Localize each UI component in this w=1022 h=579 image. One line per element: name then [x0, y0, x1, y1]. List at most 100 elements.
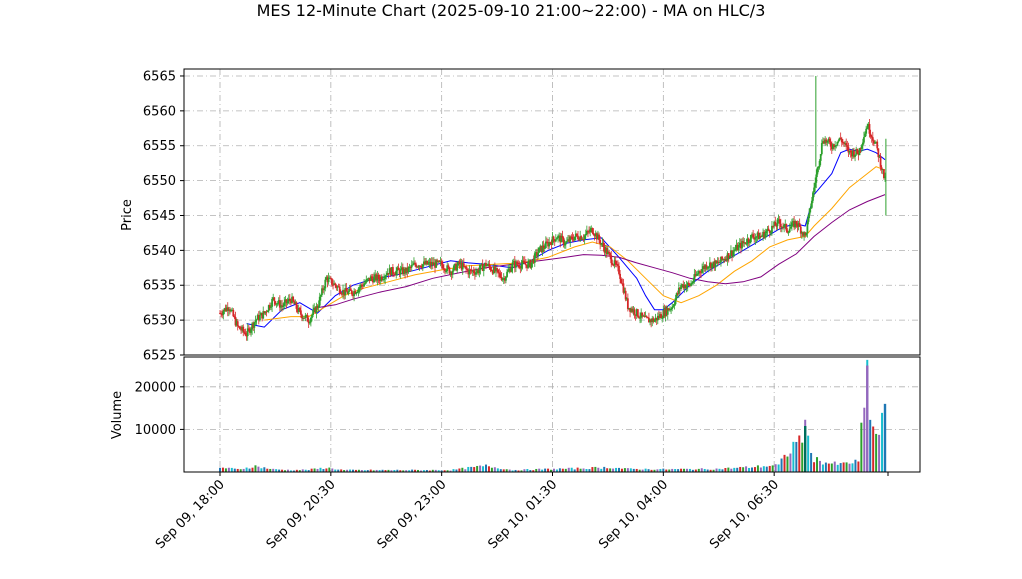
- candle-body: [658, 315, 660, 318]
- candle-body: [656, 315, 659, 321]
- candle-body: [496, 268, 498, 270]
- volume-bar: [691, 469, 694, 472]
- volume-bar: [677, 469, 680, 472]
- candle-body: [479, 265, 482, 270]
- volume-bar: [343, 470, 346, 472]
- candle-body: [482, 266, 485, 271]
- volume-bar: [783, 454, 786, 472]
- candle-body: [815, 174, 818, 183]
- volume-bar: [745, 466, 748, 472]
- volume-bar: [771, 465, 774, 472]
- volume-bar: [381, 469, 384, 472]
- candle-body: [634, 314, 637, 316]
- volume-bar: [839, 463, 842, 472]
- candle-body: [753, 237, 756, 240]
- candle-body: [460, 262, 463, 270]
- candle-body: [724, 258, 727, 261]
- candle-body: [645, 316, 648, 318]
- volume-bar: [836, 464, 839, 472]
- volume-bar: [266, 468, 269, 472]
- candle-body: [759, 236, 762, 238]
- volume-bar: [502, 469, 505, 472]
- candle-body: [417, 266, 420, 268]
- candle-body: [271, 298, 273, 307]
- candle-body: [415, 264, 418, 268]
- candle-body: [220, 313, 223, 315]
- candle-body: [755, 236, 758, 238]
- candle-body: [840, 138, 843, 143]
- volume-bar: [511, 470, 514, 472]
- candle-body: [350, 290, 353, 295]
- candle-body: [467, 269, 470, 275]
- candle-body: [736, 244, 739, 251]
- candle-body: [308, 322, 311, 324]
- volume-bar: [647, 469, 650, 472]
- volume-bar: [759, 467, 762, 472]
- candle-body: [247, 328, 250, 330]
- candle-body: [572, 239, 575, 241]
- candle-body: [873, 140, 875, 144]
- candle-body: [379, 276, 382, 282]
- candle-body: [355, 292, 358, 294]
- candle-body: [239, 326, 241, 330]
- candle-body: [628, 307, 630, 310]
- price-tick-label: 6535: [143, 279, 176, 294]
- volume-bar: [683, 468, 686, 472]
- candle-body: [769, 232, 772, 234]
- candle-body: [550, 242, 553, 245]
- volume-bar: [804, 426, 807, 472]
- candle-body: [538, 247, 541, 253]
- volume-bar: [600, 468, 603, 472]
- volume-bar: [224, 468, 227, 472]
- candle-body: [275, 303, 278, 305]
- candle-body: [309, 317, 312, 323]
- volume-panel-frame: [183, 356, 921, 473]
- volume-bar: [422, 470, 425, 472]
- candle-body: [450, 272, 453, 275]
- price-tick-label: 6550: [143, 174, 176, 189]
- candle-body: [492, 266, 495, 274]
- volume-bar: [742, 467, 745, 472]
- volume-bar: [620, 468, 623, 472]
- candle-body: [837, 140, 840, 142]
- candle-body: [589, 229, 592, 233]
- candle-body: [560, 235, 563, 243]
- volume-bar: [352, 469, 354, 472]
- volume-grid: [184, 357, 920, 472]
- candle-body: [250, 329, 252, 333]
- candle-body: [809, 207, 812, 209]
- candle-body: [740, 242, 742, 249]
- candle-body: [425, 260, 428, 265]
- volume-bar: [375, 469, 378, 472]
- volume-bar: [579, 468, 582, 472]
- candle-body: [542, 245, 545, 249]
- candle-body: [231, 309, 234, 311]
- candle-body: [485, 263, 487, 267]
- candle-body: [519, 267, 522, 269]
- candle-body: [304, 315, 307, 319]
- candle-body: [392, 267, 394, 274]
- candle-body: [827, 139, 830, 141]
- candle-body: [744, 242, 747, 244]
- candle-body: [752, 234, 755, 238]
- candle-body: [595, 233, 598, 240]
- candle-body: [549, 242, 552, 244]
- candle-body: [294, 302, 297, 305]
- candle-body: [523, 261, 526, 265]
- candle-body: [689, 284, 691, 286]
- candle-body: [679, 287, 681, 289]
- volume-bar: [709, 469, 712, 472]
- candle-body: [378, 278, 381, 282]
- candle-body: [659, 314, 661, 318]
- volume-bar: [467, 466, 470, 472]
- candle-body: [737, 245, 740, 251]
- candle-body: [480, 263, 483, 266]
- candle-body: [539, 245, 542, 248]
- candle-body: [249, 328, 251, 333]
- candle-body: [335, 285, 338, 288]
- volume-bar: [219, 467, 221, 472]
- volume-bar: [827, 463, 830, 472]
- candle-body: [725, 258, 728, 261]
- candle-body: [806, 221, 809, 233]
- candle-body: [429, 261, 432, 266]
